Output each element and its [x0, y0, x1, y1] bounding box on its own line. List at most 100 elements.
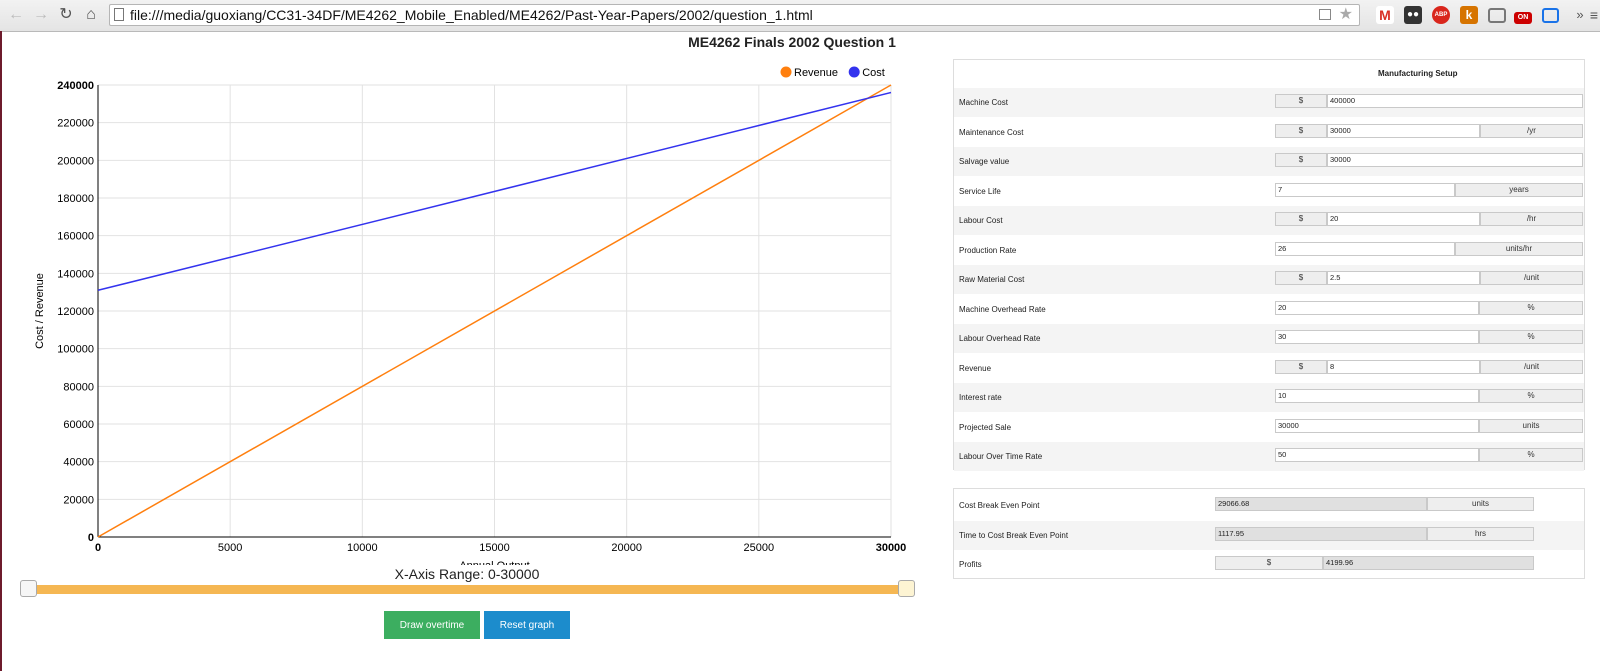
input-field[interactable]: 20 — [1327, 212, 1480, 226]
input-field[interactable]: 20 — [1275, 300, 1479, 315]
unit-addon: /unit — [1480, 359, 1583, 374]
adblock-icon[interactable]: ABP — [1432, 6, 1450, 24]
unit-addon: % — [1479, 300, 1583, 315]
input-field[interactable]: 8 — [1327, 359, 1480, 374]
k-icon[interactable]: k — [1460, 6, 1478, 24]
unit-addon: % — [1479, 389, 1583, 403]
x-axis-range-slider[interactable] — [28, 585, 908, 594]
y-tick-label: 220000 — [57, 118, 94, 130]
input-field[interactable]: 30000 — [1327, 123, 1480, 138]
table-row: Raw Material Cost $2.5/unit — [954, 265, 1584, 294]
y-tick-label: 200000 — [57, 155, 94, 167]
series-line-revenue — [97, 84, 892, 538]
series-line-cost — [97, 91, 892, 292]
home-icon[interactable]: ⌂ — [86, 6, 96, 23]
row-label: Production Rate — [959, 245, 1017, 255]
menu-icon[interactable]: ≡ — [1589, 7, 1599, 23]
currency-addon: $ — [1275, 153, 1327, 167]
input-field[interactable]: 26 — [1275, 241, 1455, 256]
reader-mode-icon[interactable] — [1319, 9, 1331, 20]
address-bar[interactable]: file:///media/guoxiang/CC31-34DF/ME4262_… — [109, 4, 1360, 26]
page-title: ME4262 Finals 2002 Question 1 — [688, 34, 896, 50]
input-field[interactable]: 2.5 — [1327, 271, 1480, 285]
row-label: Cost Break Even Point — [959, 501, 1040, 510]
slider-max-handle[interactable] — [898, 580, 915, 597]
row-label: Projected Sale — [959, 422, 1012, 432]
currency-addon: $ — [1275, 94, 1327, 108]
overflow-chevron-icon[interactable]: » — [1576, 7, 1584, 22]
y-tick-label: 0 — [88, 532, 94, 544]
on-icon[interactable]: ON — [1514, 12, 1532, 24]
screen-icon[interactable] — [1542, 8, 1559, 23]
unit-addon: units — [1427, 497, 1534, 511]
table-row: Cost Break Even Point 29066.68 units — [954, 491, 1584, 520]
manufacturing-setup-table: Manufacturing Setup Machine Cost $400000 M… — [953, 59, 1585, 471]
x-tick-label: 25000 — [744, 542, 775, 554]
y-tick-label: 140000 — [57, 268, 94, 280]
row-label: Labour Overhead Rate — [959, 334, 1041, 343]
row-label: Raw Material Cost — [959, 275, 1025, 284]
row-label: Labour Cost — [959, 216, 1003, 225]
table-row: Labour Overhead Rate 30% — [954, 324, 1584, 353]
x-tick-label: 5000 — [218, 542, 242, 554]
row-label: Maintenance Cost — [959, 127, 1024, 137]
draw-overtime-button[interactable]: Draw overtime — [384, 611, 480, 639]
unit-addon: hrs — [1427, 526, 1534, 541]
y-tick-label: 160000 — [57, 231, 94, 243]
setup-header: Manufacturing Setup — [954, 60, 1584, 88]
legend-marker-cost — [848, 66, 860, 78]
x-tick-label: 10000 — [347, 542, 378, 554]
input-field[interactable]: 30000 — [1327, 153, 1583, 167]
y-tick-label: 100000 — [57, 344, 94, 356]
row-label: Revenue — [959, 363, 992, 373]
y-tick-label: 120000 — [57, 306, 94, 318]
x-tick-label: 30000 — [876, 542, 907, 554]
row-label: Salvage value — [959, 157, 1010, 166]
result-value: 29066.68 — [1215, 497, 1427, 511]
input-field[interactable]: 400000 — [1327, 94, 1583, 108]
input-field[interactable]: 10 — [1275, 389, 1479, 403]
unit-addon: % — [1479, 448, 1583, 462]
cast-icon[interactable] — [1488, 8, 1506, 23]
y-tick-label: 60000 — [63, 419, 94, 431]
reload-icon[interactable]: ↻ — [59, 6, 73, 23]
y-tick-label: 20000 — [63, 494, 94, 506]
cost-revenue-chart: 0 5000 10000 15000 20000 25000 30000 0 20000 4000… — [34, 66, 907, 565]
y-tick-label: 40000 — [63, 457, 94, 469]
table-row: Revenue $8/unit — [954, 354, 1584, 383]
unit-addon: /hr — [1480, 212, 1583, 226]
bookmark-star-icon[interactable]: ★ — [1338, 6, 1353, 23]
y-tick-label: 180000 — [57, 193, 94, 205]
result-value: 4199.96 — [1323, 556, 1534, 570]
x-tick-label: 0 — [95, 542, 101, 554]
input-field[interactable]: 30 — [1275, 330, 1479, 344]
currency-addon: $ — [1275, 271, 1327, 285]
input-field[interactable]: 30000 — [1275, 418, 1479, 433]
y-axis-label: Cost / Revenue — [34, 273, 46, 349]
slider-min-handle[interactable] — [20, 580, 37, 597]
reset-graph-button[interactable]: Reset graph — [484, 611, 570, 639]
page-icon — [114, 8, 124, 21]
table-row: Interest rate 10% — [954, 383, 1584, 412]
back-arrow-icon[interactable]: ← — [8, 6, 24, 23]
input-field[interactable]: 50 — [1275, 448, 1479, 462]
browser-toolbar: ← → ↻ ⌂ file:///media/guoxiang/CC31-34DF… — [0, 0, 1600, 32]
row-label: Time to Cost Break Even Point — [959, 530, 1069, 540]
table-row: Salvage value $30000 — [954, 147, 1584, 176]
forward-arrow-icon[interactable]: → — [33, 6, 49, 23]
unit-addon: units — [1479, 418, 1583, 433]
incognito-icon[interactable]: ●● — [1404, 6, 1422, 24]
gmail-icon[interactable]: M — [1376, 6, 1394, 24]
currency-addon: $ — [1275, 123, 1327, 138]
currency-addon: $ — [1215, 556, 1323, 570]
input-field[interactable]: 7 — [1275, 182, 1455, 197]
unit-addon: /yr — [1480, 123, 1583, 138]
table-row: Projected Sale 30000 units — [954, 413, 1584, 442]
results-table: Cost Break Even Point 29066.68 units Time t… — [953, 488, 1585, 579]
table-row: Service Life 7 years — [954, 177, 1584, 206]
result-value: 1117.95 — [1215, 526, 1427, 541]
table-row: Labour Over Time Rate 50% — [954, 442, 1584, 471]
row-label: Interest rate — [959, 393, 1002, 402]
legend-label-revenue: Revenue — [794, 67, 838, 79]
table-row: Maintenance Cost $30000/yr — [954, 118, 1584, 147]
